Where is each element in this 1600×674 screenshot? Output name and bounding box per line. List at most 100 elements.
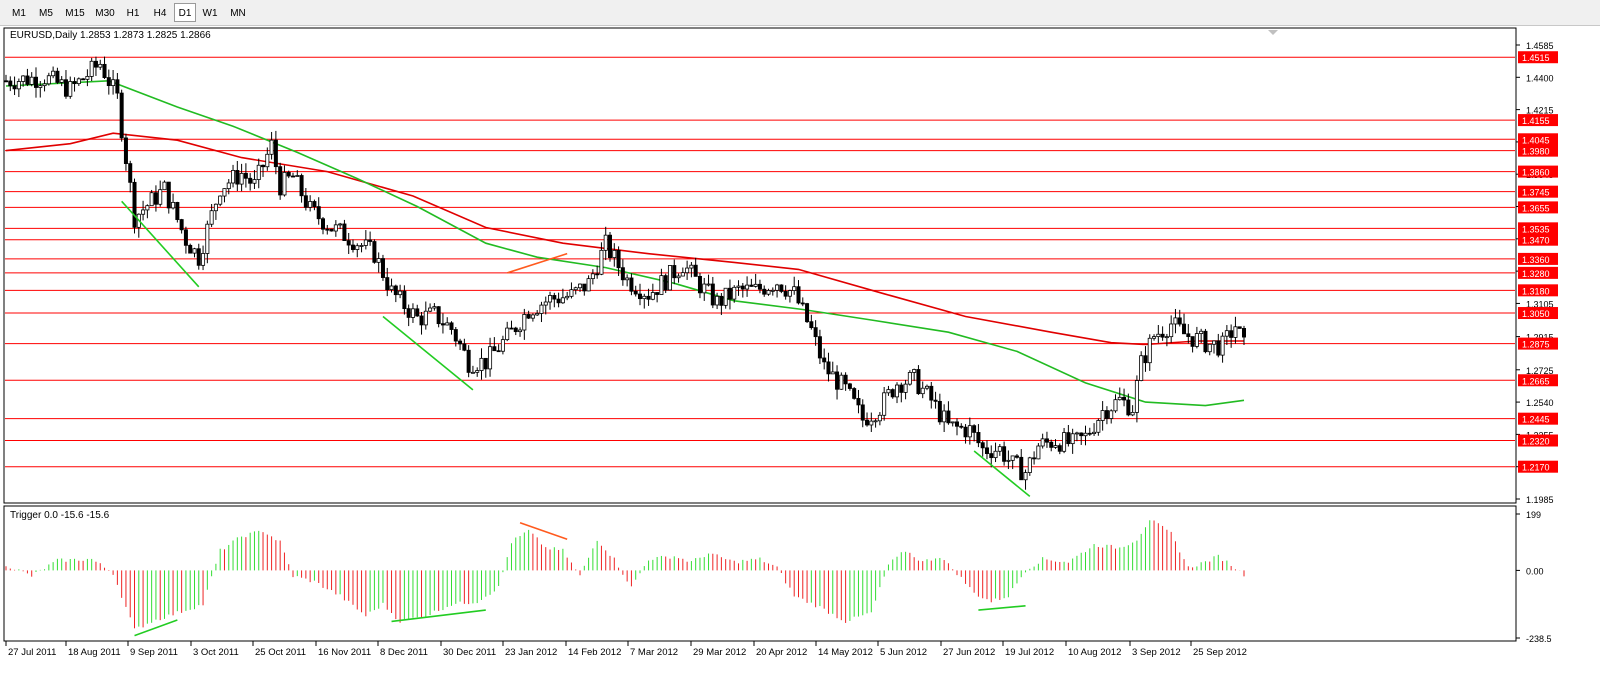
oscillator-divergence-green[interactable] [391,609,486,623]
candle-body [672,265,677,279]
divergence-line-green[interactable] [973,450,1031,498]
candle-body [727,287,732,300]
candle-body [1100,410,1105,421]
level-label: 1.3180 [1522,286,1550,296]
candle-body [933,399,938,402]
candle-body [273,139,278,168]
timeframe-d1-button[interactable]: D1 [174,3,196,22]
candle-body [578,283,583,289]
level-badge [1518,51,1558,64]
candle-body [166,181,171,209]
candle-body [329,228,334,232]
candle-body [796,286,801,304]
candle-body [625,277,630,281]
chart-title: EURUSD,Daily 1.2853 1.2873 1.2825 1.2866 [10,30,211,41]
candle-body [954,421,959,427]
time-tick-label: 3 Sep 2012 [1132,647,1181,658]
candle-body [535,313,540,316]
sma-green-line [5,79,1245,407]
candle-body [680,272,685,277]
level-label: 1.3470 [1522,236,1550,246]
candle-body [736,285,741,288]
candle-body [513,327,518,333]
timeframe-m1-button[interactable]: M1 [12,8,26,19]
candle-body [338,223,343,226]
candle-body [205,223,210,254]
timeframe-m5-button[interactable]: M5 [39,8,53,19]
candle-body [916,369,921,395]
oscillator-divergence-green[interactable] [134,619,178,637]
level-badge [1518,434,1558,447]
candle-body [1194,333,1199,347]
candle-body [569,289,574,297]
candle-body [886,389,891,394]
candle-body [415,308,420,317]
time-tick-label: 8 Dec 2011 [380,647,428,658]
candle-body [693,264,698,277]
candle-body [925,385,930,389]
candle-body [762,288,767,295]
level-badge [1518,252,1558,265]
candle-body [102,63,107,78]
level-badge [1518,374,1558,387]
candle-body [218,195,223,205]
candle-body [766,290,771,295]
timeframe-mn-button[interactable]: MN [230,8,246,19]
timeframe-w1-button[interactable]: W1 [202,8,218,19]
oscillator-divergence-green[interactable] [978,605,1026,611]
candle-body [376,258,381,263]
sma-red-line [5,132,1244,346]
candle-body [877,414,882,422]
candle-body [132,181,137,228]
candle-body [470,371,475,374]
timeframe-h4-button[interactable]: H4 [153,8,167,19]
timeframe-m15-button[interactable]: M15 [65,8,85,19]
candle-body [171,201,176,209]
candle-body [466,349,471,373]
level-label: 1.3860 [1522,168,1550,178]
divergence-line-orange[interactable] [506,252,568,274]
candle-body [608,234,613,259]
timeframe-h1-button[interactable]: H1 [126,8,140,19]
candle-body [685,267,690,274]
candle-body [213,203,218,212]
price-tick-label: 1.2540 [1526,398,1554,408]
candle-body [320,218,325,230]
candle-body [1117,396,1122,401]
candle-body [620,267,625,281]
timeframe-m30-button[interactable]: M30 [95,8,115,19]
candle-body [141,209,146,215]
candle-body [779,284,784,292]
candle-body [775,284,780,291]
divergence-line-green[interactable] [121,200,200,288]
candle-body [355,245,360,250]
candle-body [548,295,553,303]
candle-body [783,291,788,297]
candle-body [1143,355,1148,364]
candle-body [63,79,68,97]
candle-body [1242,328,1247,338]
candle-body [1169,323,1174,338]
candle-body [350,244,355,250]
candle-body [543,301,548,306]
candle-body [920,387,925,395]
time-axis: 27 Jul 2011 18 Aug 2011 9 Sep 2011 3 Oct 20… [5,641,1247,658]
price-tick-label: 1.4400 [1526,73,1554,83]
time-tick-label: 25 Sep 2012 [1193,647,1247,658]
candle-body [316,206,321,220]
candle-body [787,290,792,297]
divergence-line-green[interactable] [382,315,474,391]
candle-body [1207,343,1212,353]
time-tick-label: 29 Mar 2012 [693,647,746,658]
candle-body [149,192,154,207]
candle-body [346,240,351,246]
oscillator-divergence-orange[interactable] [519,522,568,540]
candle-body [410,308,415,318]
candle-body [445,322,450,326]
candle-body [976,432,981,444]
candle-body [1203,330,1208,353]
candle-body [1237,326,1242,329]
candle-body [162,181,167,191]
candle-body [55,70,60,83]
candle-body [1182,323,1187,335]
